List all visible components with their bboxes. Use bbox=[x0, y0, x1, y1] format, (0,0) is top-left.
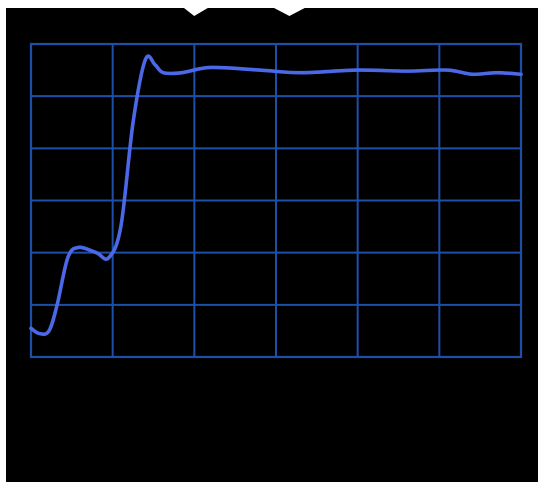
chart-background bbox=[6, 8, 538, 482]
series-layer bbox=[29, 54, 523, 336]
series-line-0 bbox=[29, 54, 523, 336]
grid bbox=[29, 42, 523, 359]
